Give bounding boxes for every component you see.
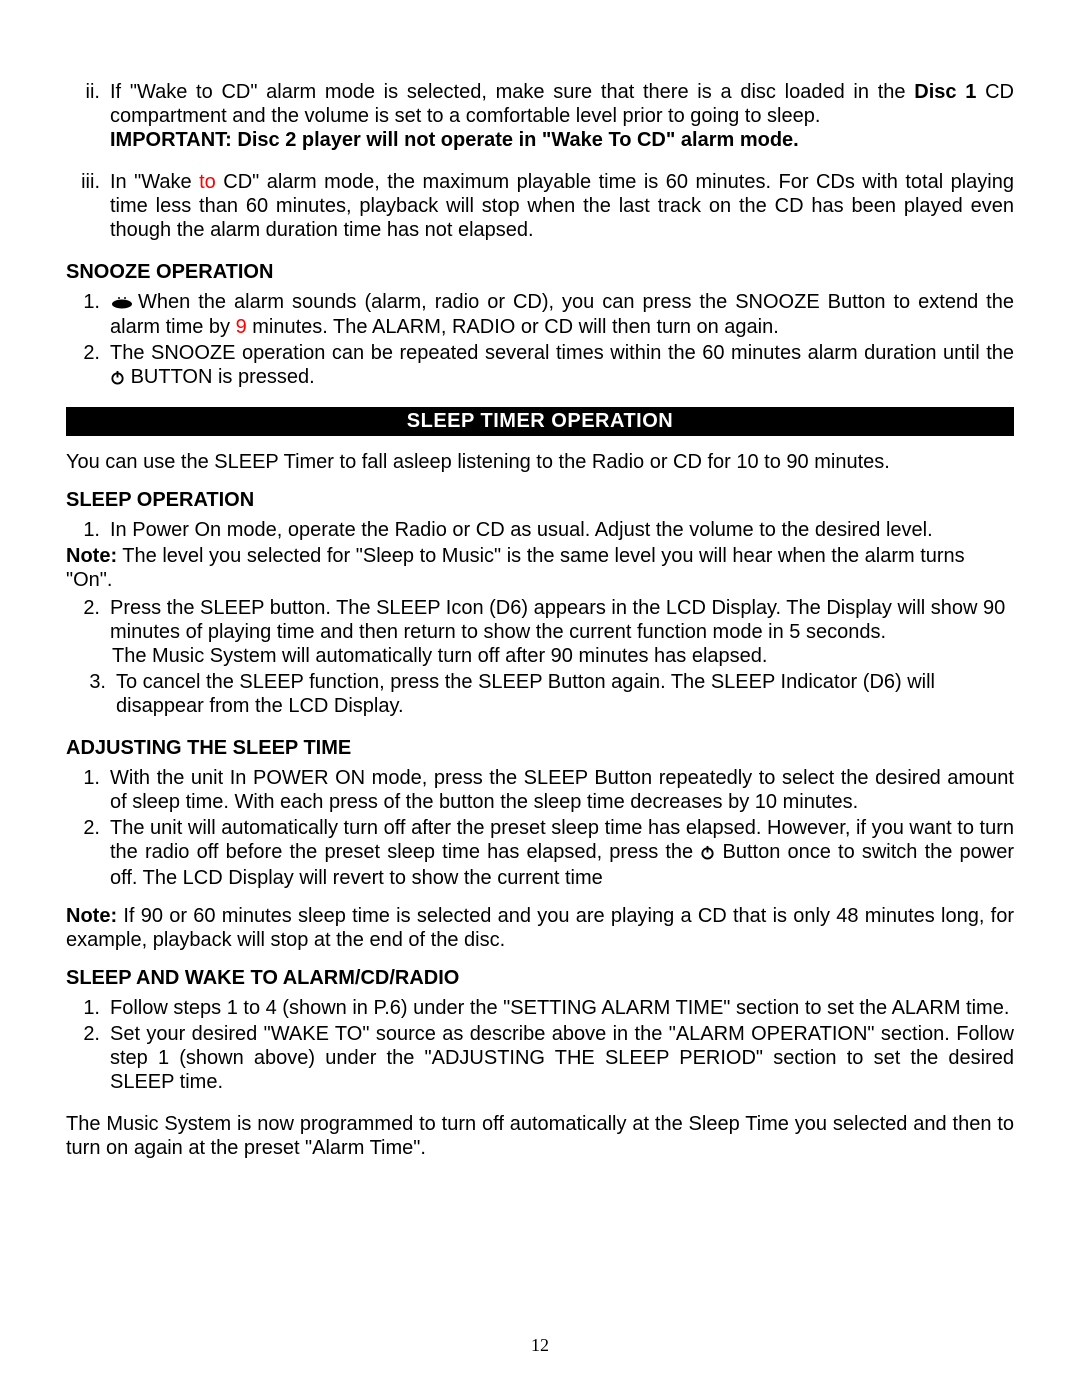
note-body: If "Wake to CD" alarm mode is selected, … <box>110 80 1014 152</box>
wake-to-cd-notes: ii. If "Wake to CD" alarm mode is select… <box>66 80 1014 242</box>
closing-paragraph: The Music System is now programmed to tu… <box>66 1112 1014 1160</box>
item-number: 1. <box>66 996 110 1020</box>
text: minutes. The ALARM, RADIO or CD will the… <box>247 316 779 338</box>
sleep-timer-banner: SLEEP TIMER OPERATION <box>66 407 1014 436</box>
disc1-bold: Disc 1 <box>914 81 976 103</box>
text: CD" alarm mode, the maximum playable tim… <box>110 171 1014 241</box>
text: The SNOOZE operation can be repeated sev… <box>110 342 1014 364</box>
list-item: 2. The unit will automatically turn off … <box>66 816 1014 890</box>
item-number: 2. <box>66 1022 110 1094</box>
note-ii: ii. If "Wake to CD" alarm mode is select… <box>66 80 1014 152</box>
item-body: Press the SLEEP button. The SLEEP Icon (… <box>110 596 1014 668</box>
roman-numeral: iii. <box>66 170 110 242</box>
list-item: 1. With the unit In POWER ON mode, press… <box>66 766 1014 814</box>
sleep-op-heading: SLEEP OPERATION <box>66 488 1014 512</box>
adjust-list: 1. With the unit In POWER ON mode, press… <box>66 766 1014 890</box>
item-number: 1. <box>66 518 110 542</box>
item-body: The unit will automatically turn off aft… <box>110 816 1014 890</box>
text: If "Wake to CD" alarm mode is selected, … <box>110 81 914 103</box>
note-body: In "Wake to CD" alarm mode, the maximum … <box>110 170 1014 242</box>
list-item: 3. To cancel the SLEEP function, press t… <box>66 670 1014 718</box>
item-body: The SNOOZE operation can be repeated sev… <box>110 341 1014 391</box>
note-text: If 90 or 60 minutes sleep time is select… <box>66 905 1014 951</box>
sleep-wake-list: 1. Follow steps 1 to 4 (shown in P.6) un… <box>66 996 1014 1094</box>
red-nine: 9 <box>236 316 247 338</box>
item-body: In Power On mode, operate the Radio or C… <box>110 518 1014 542</box>
item-body: Set your desired "WAKE TO" source as des… <box>110 1022 1014 1094</box>
note-iii: iii. In "Wake to CD" alarm mode, the max… <box>66 170 1014 242</box>
sleep-op-list: 1. In Power On mode, operate the Radio o… <box>66 518 1014 718</box>
adjust-note: Note: If 90 or 60 minutes sleep time is … <box>66 904 1014 952</box>
page-number: 12 <box>0 1335 1080 1357</box>
red-to: to <box>199 171 216 193</box>
item-number: 2. <box>66 596 110 668</box>
note-label: Note: <box>66 545 117 567</box>
snooze-list: 1. When the alarm sounds (alarm, radio o… <box>66 290 1014 391</box>
list-item: 2. The SNOOZE operation can be repeated … <box>66 341 1014 391</box>
roman-numeral: ii. <box>66 80 110 152</box>
adjust-heading: ADJUSTING THE SLEEP TIME <box>66 736 1014 760</box>
manual-page: ii. If "Wake to CD" alarm mode is select… <box>0 0 1080 1397</box>
list-item: 1. In Power On mode, operate the Radio o… <box>66 518 1014 542</box>
sleep-intro: You can use the SLEEP Timer to fall asle… <box>66 450 1014 474</box>
snooze-icon <box>110 291 134 315</box>
power-icon <box>700 842 715 866</box>
item-number: 1. <box>66 766 110 814</box>
text: In "Wake <box>110 171 199 193</box>
list-item: 1. Follow steps 1 to 4 (shown in P.6) un… <box>66 996 1014 1020</box>
text: Press the SLEEP button. The SLEEP Icon (… <box>110 597 1005 643</box>
sleep-wake-heading: SLEEP AND WAKE TO ALARM/CD/RADIO <box>66 966 1014 990</box>
item-body: With the unit In POWER ON mode, press th… <box>110 766 1014 814</box>
item-number: 2. <box>66 816 110 890</box>
item-body: When the alarm sounds (alarm, radio or C… <box>110 290 1014 339</box>
snooze-heading: SNOOZE OPERATION <box>66 260 1014 284</box>
note-label: Note: <box>66 905 117 927</box>
item-body: To cancel the SLEEP function, press the … <box>116 670 1014 718</box>
item-number: 1. <box>66 290 110 339</box>
text: The Music System will automatically turn… <box>110 645 767 667</box>
text: BUTTON is pressed. <box>131 366 315 388</box>
important-line: IMPORTANT: Disc 2 player will not operat… <box>110 129 799 151</box>
item-body: Follow steps 1 to 4 (shown in P.6) under… <box>110 996 1014 1020</box>
list-item: 2. Press the SLEEP button. The SLEEP Ico… <box>66 596 1014 668</box>
item-number: 2. <box>66 341 110 391</box>
item-number: 3. <box>66 670 116 718</box>
list-item: 1. When the alarm sounds (alarm, radio o… <box>66 290 1014 339</box>
power-icon <box>110 367 125 391</box>
list-item: 2. Set your desired "WAKE TO" source as … <box>66 1022 1014 1094</box>
